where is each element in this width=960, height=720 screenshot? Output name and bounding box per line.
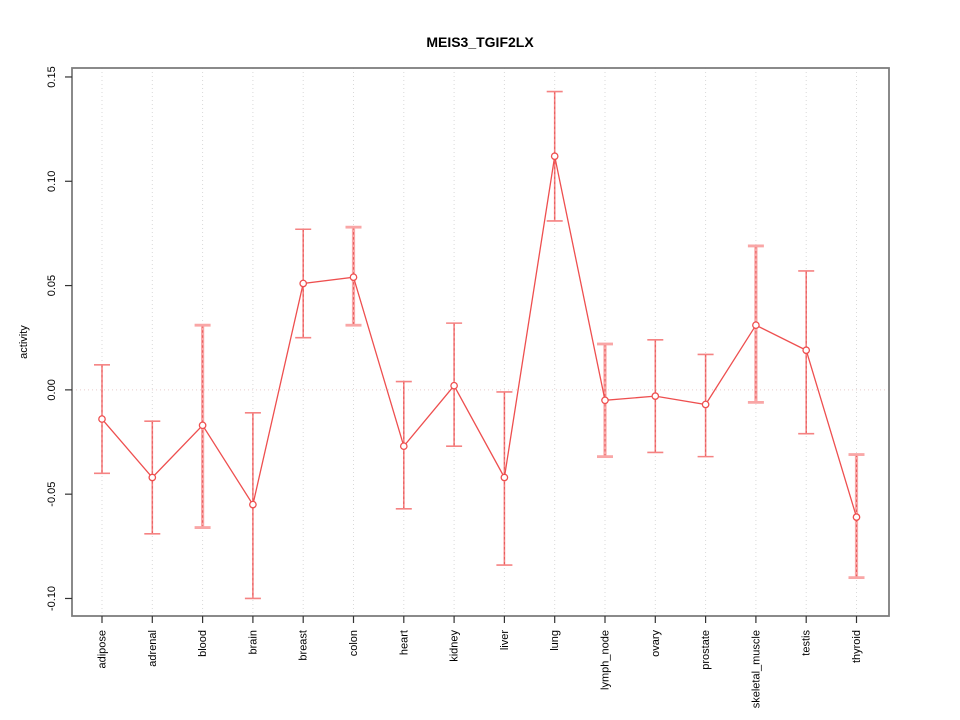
x-tick-label-brain: brain xyxy=(247,630,259,654)
data-point-adipose xyxy=(98,415,106,423)
x-tick-label-blood: blood xyxy=(197,630,209,657)
data-point-adrenal xyxy=(148,473,157,482)
data-point-kidney xyxy=(450,381,458,390)
data-point-thyroid xyxy=(852,513,861,521)
x-tick-label-lung: lung xyxy=(549,630,561,651)
x-tick-label-adipose: adipose xyxy=(97,630,109,669)
series-line xyxy=(101,156,858,518)
data-point-blood xyxy=(198,421,207,430)
x-tick-label-lymph_node: lymph_node xyxy=(600,630,612,690)
data-point-brain xyxy=(249,500,257,509)
data-point-skeletal_muscle xyxy=(752,321,760,330)
x-tick-label-liver: liver xyxy=(499,630,511,651)
x-tick-label-adrenal: adrenal xyxy=(147,630,159,667)
y-tick-label--0.10: -0.10 xyxy=(46,586,58,611)
x-tick-label-heart: heart xyxy=(398,630,410,655)
data-point-ovary xyxy=(651,392,660,400)
x-tick-label-colon: colon xyxy=(348,630,360,656)
y-tick-label-0.00: 0.00 xyxy=(46,379,58,400)
plot-frame xyxy=(71,67,890,617)
data-point-heart xyxy=(399,442,408,451)
y-tick-label-0.15: 0.15 xyxy=(46,66,58,87)
x-tick-label-breast: breast xyxy=(298,630,310,661)
data-point-testis xyxy=(802,346,811,355)
y-tick-label-0.10: 0.10 xyxy=(46,171,58,192)
y-tick-label-0.05: 0.05 xyxy=(46,275,58,296)
x-tick-label-thyroid: thyroid xyxy=(851,630,863,663)
chart-title: MEIS3_TGIF2LX xyxy=(426,34,534,50)
y-axis-label: activity xyxy=(18,325,30,359)
x-tick-label-testis: testis xyxy=(801,630,813,656)
data-point-breast xyxy=(299,279,308,288)
data-point-liver xyxy=(500,473,509,482)
x-tick-label-kidney: kidney xyxy=(449,630,461,662)
x-tick-label-skeletal_muscle: skeletal_muscle xyxy=(750,630,762,708)
x-tick-label-prostate: prostate xyxy=(700,630,712,670)
data-point-prostate xyxy=(701,400,710,409)
plot-area: -0.10 -0.05 0.00 0.05 0.10 0.15 adipose adrenal… xyxy=(46,66,890,708)
x-tick-label-ovary: ovary xyxy=(650,630,662,657)
data-point-lymph_node xyxy=(601,396,609,405)
y-tick-label--0.05: -0.05 xyxy=(46,482,58,507)
data-point-lung xyxy=(550,152,559,161)
data-point-colon xyxy=(349,273,358,282)
